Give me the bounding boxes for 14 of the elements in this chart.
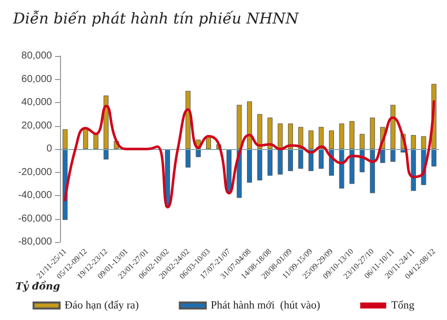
legend-label: Đáo hạn (đẩy ra) [64,300,140,312]
chart-title: Diễn biến phát hành tín phiếu NHNN [12,10,300,28]
y-tick-label: 20,000 [21,120,52,132]
legend-label: Phát hành mới (hút vào) [210,300,321,312]
legend-label: Tổng [391,300,415,312]
y-tick-label: 60,000 [21,74,52,85]
y-tick-label: -20,000 [18,166,52,178]
y-tick-label: 40,000 [21,97,52,108]
y-axis-title: Tỷ đồng [15,280,60,293]
y-tick-label: -60,000 [18,213,52,224]
y-tick-label: 80,000 [21,50,52,62]
y-tick-label: -80,000 [18,236,52,248]
y-tick-label: 0 [46,144,52,154]
y-tick-label: -40,000 [18,190,52,201]
